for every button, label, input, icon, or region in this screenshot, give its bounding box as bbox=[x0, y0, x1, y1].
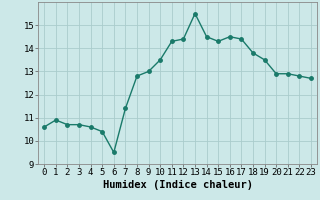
X-axis label: Humidex (Indice chaleur): Humidex (Indice chaleur) bbox=[103, 180, 252, 190]
